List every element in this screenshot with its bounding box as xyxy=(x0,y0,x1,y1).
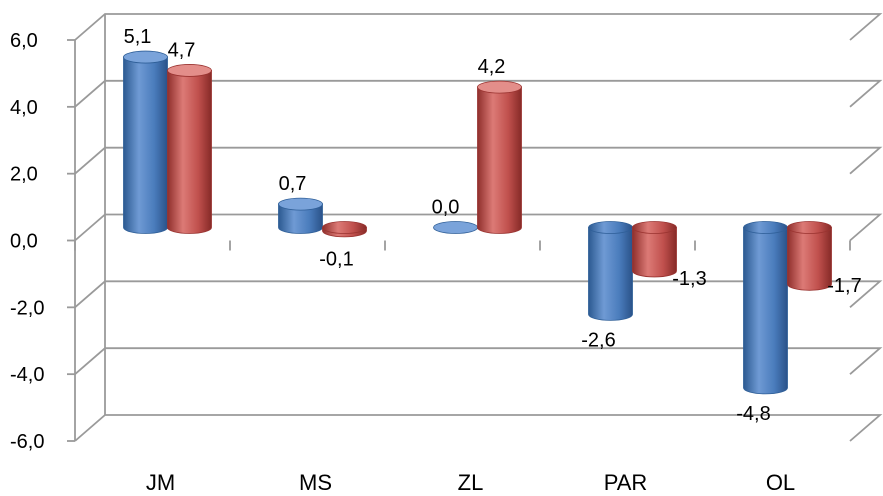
x-category-label: MS xyxy=(299,470,332,495)
bar-cap xyxy=(588,221,633,234)
y-tick-label: -6,0 xyxy=(10,431,44,453)
data-label: -2,6 xyxy=(581,329,615,351)
bar-body xyxy=(167,70,212,234)
x-category-label: JM xyxy=(146,470,175,495)
bar xyxy=(278,197,323,234)
bar-body xyxy=(588,227,633,321)
bar-cap xyxy=(787,221,832,234)
x-category-label: ZL xyxy=(458,470,484,495)
bar-cap xyxy=(123,50,168,64)
bar-body xyxy=(743,227,788,395)
y-tick-label: -4,0 xyxy=(10,364,44,386)
x-category-label: OL xyxy=(766,470,795,495)
bar xyxy=(322,221,367,238)
data-label: 0,7 xyxy=(279,173,307,195)
gridline xyxy=(74,347,883,375)
bars xyxy=(123,50,832,395)
bar-cap xyxy=(632,221,677,234)
bar-cap xyxy=(322,221,367,234)
y-tick-label: -2,0 xyxy=(10,297,44,319)
bar-cap xyxy=(167,64,212,77)
gridline xyxy=(74,414,883,442)
gridline xyxy=(74,13,883,41)
bar-body xyxy=(632,227,677,278)
data-label: -1,3 xyxy=(672,268,706,290)
bar-cap xyxy=(743,221,788,234)
y-tick-label: 6,0 xyxy=(10,30,38,52)
data-label: -1,7 xyxy=(827,275,861,297)
bar-cap xyxy=(433,221,478,234)
y-tick-label: 2,0 xyxy=(10,164,38,186)
y-tick-label: 0,0 xyxy=(10,231,38,253)
data-label: 4,2 xyxy=(478,56,506,78)
data-label: -0,1 xyxy=(319,249,353,271)
bar-body xyxy=(477,86,522,234)
bar xyxy=(167,64,212,234)
axes: 6,0 4,0 2,0 0,0 -2,0 -4,0 -6,0 JM MS ZL PAR OL xyxy=(10,14,851,495)
bar-body xyxy=(123,56,168,234)
data-label: 5,1 xyxy=(124,26,152,48)
y-tick-label: 4,0 xyxy=(10,97,38,119)
gridline xyxy=(74,79,883,108)
data-label: -4,8 xyxy=(736,403,770,425)
data-label: 0,0 xyxy=(432,197,460,219)
bar xyxy=(743,221,788,395)
data-labels: 5,1 4,7 0,7 -0,1 0,0 4,2 -2,6 -1,3 -4,8 -1,7 xyxy=(124,26,862,425)
bar-cap xyxy=(477,80,522,94)
bar xyxy=(433,221,478,234)
bar xyxy=(123,50,168,234)
gridline xyxy=(74,280,883,309)
data-label: 4,7 xyxy=(168,39,196,61)
x-category-label: PAR xyxy=(604,470,648,495)
bar xyxy=(787,221,832,291)
bar xyxy=(588,221,633,321)
bar-cap xyxy=(278,197,323,211)
bar-body xyxy=(787,227,832,291)
bar xyxy=(632,221,677,278)
bar xyxy=(477,80,522,234)
